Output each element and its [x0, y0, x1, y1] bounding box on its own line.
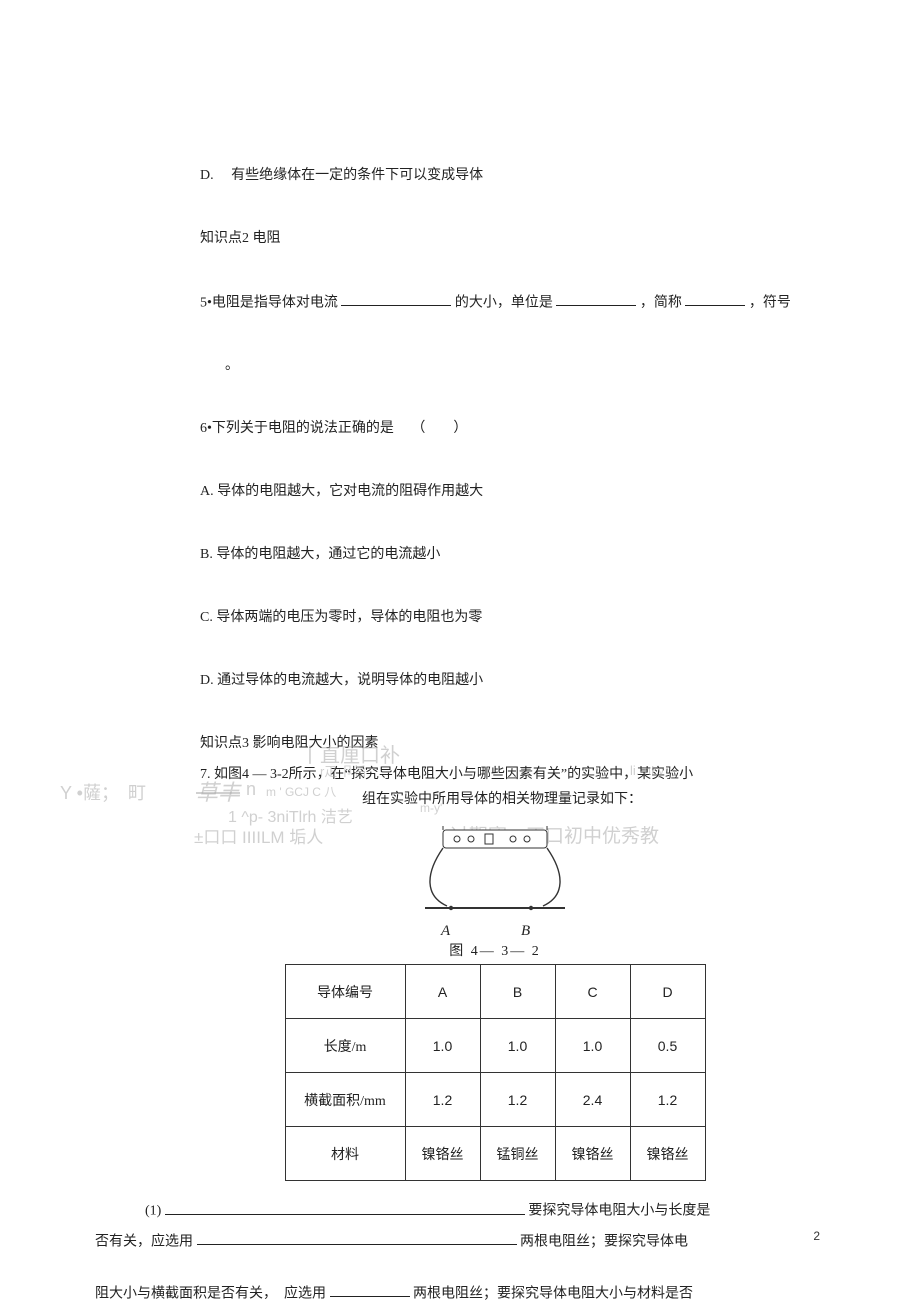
q5-text-c: ，简称	[640, 295, 686, 310]
table-row: 长度/m 1.0 1.0 1.0 0.5	[285, 1019, 705, 1073]
r1c4: 0.5	[630, 1019, 705, 1073]
q6-option-b: B. 导体的电阻越大，通过它的电流越小	[170, 544, 820, 565]
r3c0: 材料	[285, 1127, 405, 1181]
r1c1: 1.0	[405, 1019, 480, 1073]
kp3-title: 知识点3 影响电阻大小的因素	[170, 733, 820, 754]
watermark-3: Y •薩； 町	[60, 779, 146, 805]
q5-blank-3[interactable]	[685, 291, 745, 306]
q6-option-a: A. 导体的电阻越大，它对电流的阻碍作用越大	[170, 481, 820, 502]
q5-line2: 。	[170, 355, 820, 376]
r2c2: 1.2	[480, 1073, 555, 1127]
q5-blank-1[interactable]	[341, 291, 451, 306]
q5-line1: 5•电阻是指导体对电流 的大小，单位是 ，简称 ，符号	[170, 291, 820, 313]
q7-1d: 两根电阻丝；要探究导体电	[520, 1234, 688, 1249]
circuit-diagram: A B	[395, 824, 595, 934]
q7-block: 知识点3 影响电阻大小的因素 7. 如图4 — 3-2所示，在“探究导体电阻大小…	[170, 733, 820, 1181]
q6-stem: 6•下列关于电阻的说法正确的是 （ ）	[170, 418, 820, 439]
q7-1c: 否有关，应选用	[95, 1234, 197, 1249]
th-1: A	[405, 965, 480, 1019]
q7-sub2-line: 阻大小与横截面积是否有关， 应选用 两根电阻丝；要探究导体电阻大小与材料是否	[95, 1282, 820, 1306]
q7-line-b: 组在实验中所用导体的相关物理量记录如下：	[170, 789, 820, 810]
q7-1b: 要探究导体电阻大小与长度是	[528, 1204, 710, 1219]
circuit-label-b: B	[521, 923, 530, 940]
r2c1: 1.2	[405, 1073, 480, 1127]
r1c2: 1.0	[480, 1019, 555, 1073]
q5-text-a: 5•电阻是指导体对电流	[200, 295, 341, 310]
q7-1a: (1)	[145, 1204, 165, 1219]
watermark-8: ±口口 IIIILM 垢人	[194, 823, 323, 848]
r3c3: 镍铬丝	[555, 1127, 630, 1181]
q7-blank-2[interactable]	[197, 1230, 517, 1245]
r3c1: 镍铬丝	[405, 1127, 480, 1181]
r1c3: 1.0	[555, 1019, 630, 1073]
q4-option-d: D. 有些绝缘体在一定的条件下可以变成导体	[170, 165, 820, 186]
circuit-label-a: A	[441, 923, 450, 940]
page-number: 2	[813, 1229, 820, 1243]
q6-option-c: C. 导体两端的电压为零时，导体的电阻也为零	[170, 607, 820, 628]
q7-blank-3[interactable]	[330, 1282, 410, 1297]
q7-sub1-line2: 否有关，应选用 两根电阻丝；要探究导体电	[95, 1230, 820, 1254]
q5-text-b: 的大小，单位是	[455, 295, 557, 310]
q7-line-a: 7. 如图4 — 3-2所示，在“探究导体电阻大小与哪些因素有关”的实验中，某实…	[170, 764, 820, 785]
table-row: 材料 镍铬丝 锰铜丝 镍铬丝 镍铬丝	[285, 1127, 705, 1181]
q7-blank-1[interactable]	[165, 1199, 525, 1214]
r3c2: 锰铜丝	[480, 1127, 555, 1181]
r2c4: 1.2	[630, 1073, 705, 1127]
q7-sub1-line1: (1) 要探究导体电阻大小与长度是	[145, 1199, 820, 1223]
q5-text-d: ，符号	[749, 295, 791, 310]
kp2-title: 知识点2 电阻	[170, 228, 820, 249]
th-2: B	[480, 965, 555, 1019]
table-row: 横截面积/mm 1.2 1.2 2.4 1.2	[285, 1073, 705, 1127]
q6-option-d: D. 通过导体的电流越大，说明导体的电阻越小	[170, 670, 820, 691]
q7-2b: 两根电阻丝；要探究导体电阻大小与材料是否	[413, 1286, 693, 1301]
th-3: C	[555, 965, 630, 1019]
data-table: 导体编号 A B C D 长度/m 1.0 1.0 1.0 0.5 横截面积/m…	[285, 964, 706, 1181]
r2c0: 横截面积/mm	[285, 1073, 405, 1127]
th-0: 导体编号	[285, 965, 405, 1019]
r2c3: 2.4	[555, 1073, 630, 1127]
th-4: D	[630, 965, 705, 1019]
figure-caption: 图 4— 3— 2	[170, 940, 820, 960]
q5-blank-2[interactable]	[556, 291, 636, 306]
r1c0: 长度/m	[285, 1019, 405, 1073]
q7-2a: 阻大小与横截面积是否有关， 应选用	[95, 1286, 330, 1301]
table-row: 导体编号 A B C D	[285, 965, 705, 1019]
r3c4: 镍铬丝	[630, 1127, 705, 1181]
